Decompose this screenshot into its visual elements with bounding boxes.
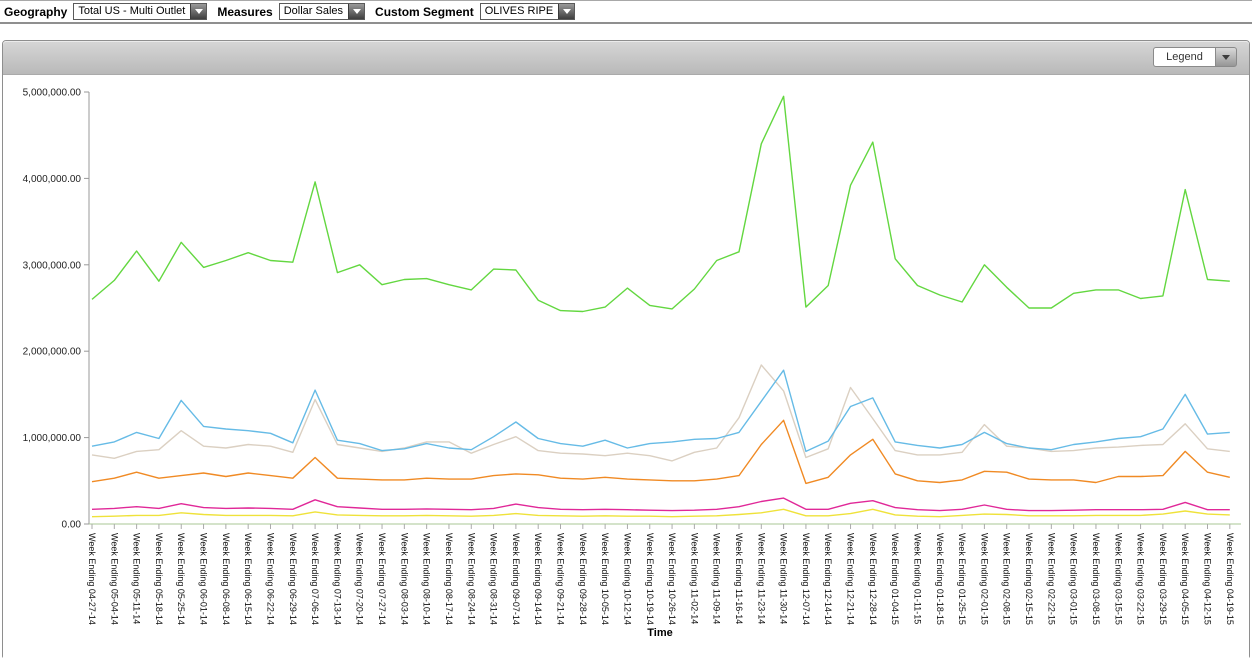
- series-line-tan: [91, 364, 1230, 462]
- x-axis-label: Week Ending 04-05-15: [1180, 533, 1190, 625]
- y-axis-label: 4,000,000.00: [23, 174, 82, 185]
- geography-select[interactable]: Total US - Multi Outlet: [73, 3, 208, 20]
- x-axis-label: Week Ending 07-20-14: [355, 533, 365, 625]
- chart-area: 0.00 1,000,000.00 2,000,000.00 3,000,000.00…: [3, 75, 1249, 658]
- x-axis-label: Week Ending 01-25-15: [957, 533, 967, 625]
- filter-toolbar: Geography Total US - Multi Outlet Measur…: [0, 0, 1252, 24]
- x-axis-label: Week Ending 03-29-15: [1158, 533, 1168, 625]
- chart-panel: Legend 0.00 1,000,000.00 2,000,000.00 3,000…: [2, 40, 1250, 658]
- x-axis-label: Week Ending 11-30-14: [779, 533, 789, 624]
- panel-header: Legend: [3, 41, 1249, 75]
- x-axis-label: Week Ending 01-18-15: [935, 533, 945, 625]
- x-axis-label: Week Ending 06-01-14: [199, 533, 209, 625]
- series-line-orange: [91, 419, 1230, 485]
- x-axis-label: Week Ending 11-23-14: [756, 533, 766, 624]
- x-axis-label: Week Ending 04-12-15: [1203, 533, 1213, 625]
- x-axis-label: Week Ending 09-21-14: [556, 533, 566, 625]
- x-axis-label: Week Ending 12-14-14: [823, 533, 833, 625]
- time-axis-title: Time: [647, 627, 672, 639]
- x-axis-label: Week Ending 12-07-14: [801, 533, 811, 625]
- x-axis-label: Week Ending 07-27-14: [377, 533, 387, 625]
- series-line-blue: [91, 369, 1230, 453]
- series-line-yellow: [91, 508, 1230, 518]
- x-axis-label: Week Ending 07-13-14: [332, 533, 342, 625]
- custom-segment-select[interactable]: OLIVES RIPE: [479, 3, 576, 20]
- y-axis-label: 5,000,000.00: [23, 88, 82, 99]
- x-axis-label: Week Ending 05-25-14: [176, 533, 186, 625]
- x-axis-label: Week Ending 03-08-15: [1091, 533, 1101, 625]
- x-axis-label: Week Ending 08-31-14: [489, 533, 499, 625]
- x-axis-label: Week Ending 06-15-14: [243, 533, 253, 625]
- x-axis-label: Week Ending 01-11-15: [912, 533, 922, 624]
- x-axis-label: Week Ending 03-22-15: [1136, 533, 1146, 625]
- x-axis-label: Week Ending 06-22-14: [265, 533, 275, 625]
- y-axis-label: 0.00: [62, 520, 82, 531]
- x-axis-label: Week Ending 06-08-14: [221, 533, 231, 625]
- x-axis-label: Week Ending 01-04-15: [890, 533, 900, 625]
- series-line-magenta: [91, 497, 1230, 512]
- geography-select-value: Total US - Multi Outlet: [78, 5, 186, 17]
- x-axis-label: Week Ending 08-17-14: [444, 533, 454, 625]
- x-axis-label: Week Ending 07-06-14: [310, 533, 320, 625]
- x-axis-label: Week Ending 08-24-14: [466, 533, 476, 625]
- x-axis-label: Week Ending 04-19-15: [1225, 533, 1235, 625]
- x-axis-label: Week Ending 04-27-14: [87, 533, 97, 625]
- x-axis-label: Week Ending 09-28-14: [578, 533, 588, 625]
- x-axis-label: Week Ending 05-18-14: [154, 533, 164, 625]
- custom-segment-label: Custom Segment: [375, 4, 474, 19]
- series-line-green: [91, 95, 1230, 313]
- x-axis-label: Week Ending 08-03-14: [399, 533, 409, 625]
- legend-label: Legend: [1153, 47, 1215, 67]
- x-axis-label: Week Ending 05-04-14: [109, 533, 119, 625]
- geography-select-arrow-icon[interactable]: [190, 4, 207, 19]
- x-axis-label: Week Ending 02-08-15: [1002, 533, 1012, 625]
- x-axis-label: Week Ending 10-19-14: [645, 533, 655, 625]
- y-axis-label: 1,000,000.00: [23, 433, 82, 444]
- x-axis-label: Week Ending 10-26-14: [667, 533, 677, 625]
- x-axis-label: Week Ending 09-07-14: [511, 533, 521, 625]
- x-axis-label: Week Ending 09-14-14: [533, 533, 543, 625]
- y-axis-label: 3,000,000.00: [23, 260, 82, 271]
- x-axis-label: Week Ending 11-16-14: [734, 533, 744, 624]
- x-axis-label: Week Ending 03-15-15: [1113, 533, 1123, 625]
- measures-label: Measures: [217, 4, 273, 19]
- x-axis-label: Week Ending 10-12-14: [622, 533, 632, 625]
- custom-segment-select-value: OLIVES RIPE: [484, 5, 554, 17]
- x-axis-label: Week Ending 02-22-15: [1046, 533, 1056, 625]
- x-axis-label: Week Ending 11-09-14: [712, 533, 722, 624]
- measures-select-value: Dollar Sales: [283, 5, 344, 17]
- x-axis-label: Week Ending 02-15-15: [1024, 533, 1034, 625]
- geography-label: Geography: [4, 4, 68, 19]
- measures-select-arrow-icon[interactable]: [348, 4, 365, 19]
- legend-dropdown[interactable]: Legend: [1153, 47, 1237, 67]
- measures-select[interactable]: Dollar Sales: [278, 3, 366, 20]
- x-axis-label: Week Ending 11-02-14: [689, 533, 699, 624]
- legend-dropdown-arrow-icon[interactable]: [1215, 47, 1237, 67]
- x-axis-label: Week Ending 06-29-14: [288, 533, 298, 625]
- x-axis-label: Week Ending 02-01-15: [979, 533, 989, 625]
- x-axis-label: Week Ending 05-11-14: [132, 533, 142, 624]
- x-axis-label: Week Ending 10-05-14: [600, 533, 610, 625]
- x-axis-label: Week Ending 12-21-14: [846, 533, 856, 625]
- x-axis-label: Week Ending 12-28-14: [868, 533, 878, 625]
- time-series-chart: 0.00 1,000,000.00 2,000,000.00 3,000,000.00…: [23, 88, 1241, 639]
- y-axis-label: 2,000,000.00: [23, 347, 82, 358]
- custom-segment-select-arrow-icon[interactable]: [558, 4, 575, 19]
- x-axis-label: Week Ending 08-10-14: [422, 533, 432, 625]
- x-axis-label: Week Ending 03-01-15: [1069, 533, 1079, 625]
